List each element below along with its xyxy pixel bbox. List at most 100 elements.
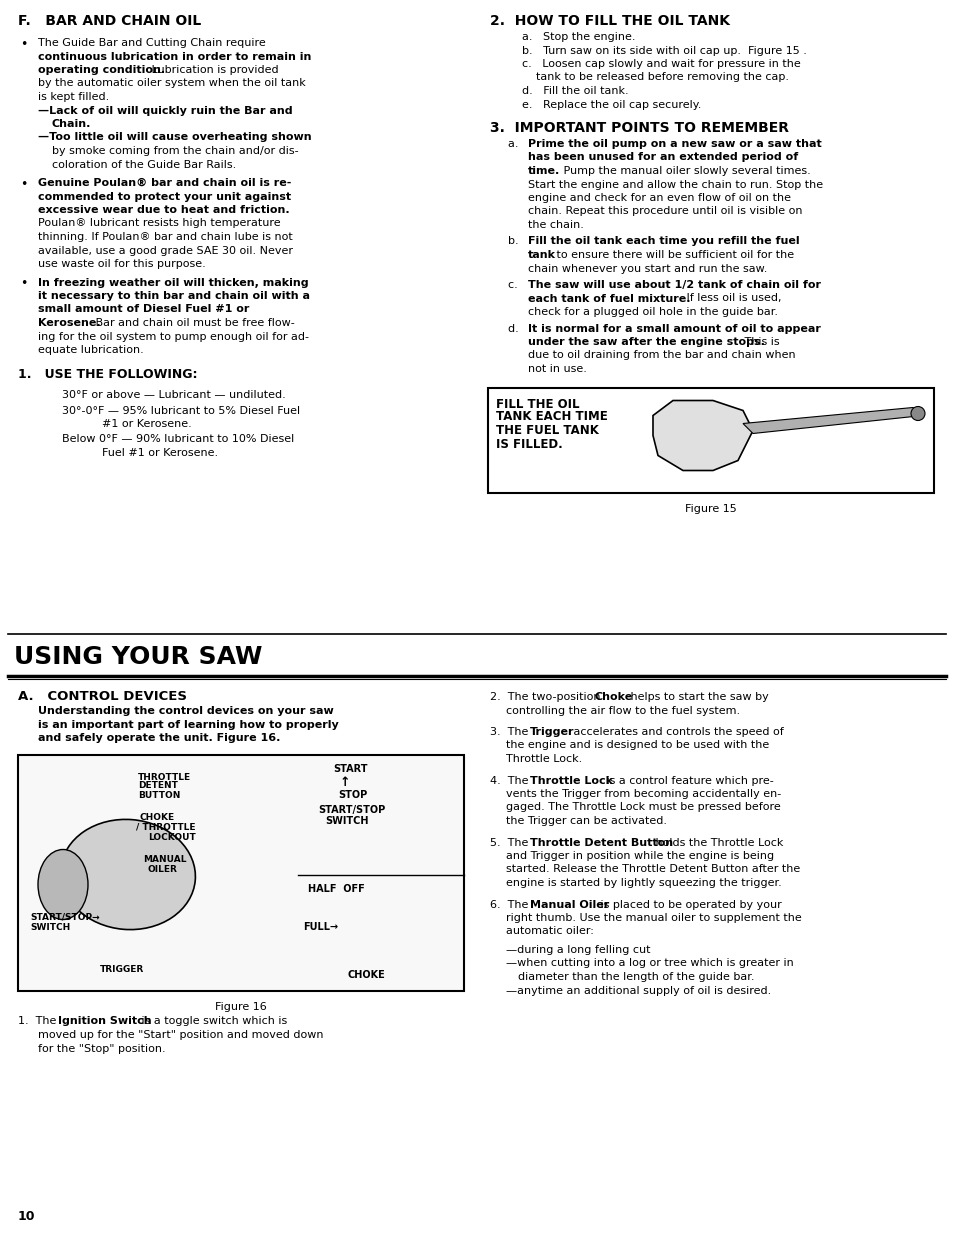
Text: coloration of the Guide Bar Rails.: coloration of the Guide Bar Rails. bbox=[52, 159, 236, 169]
Text: 3.  The: 3. The bbox=[490, 727, 532, 737]
Text: operating condition.: operating condition. bbox=[38, 65, 165, 75]
Text: 2.  The two-position: 2. The two-position bbox=[490, 692, 603, 701]
Text: is kept filled.: is kept filled. bbox=[38, 91, 110, 103]
Text: b.: b. bbox=[507, 236, 525, 247]
Text: each tank of fuel mixture.: each tank of fuel mixture. bbox=[527, 294, 690, 304]
Text: Genuine Poulan® bar and chain oil is re-: Genuine Poulan® bar and chain oil is re- bbox=[38, 178, 291, 188]
Text: IS FILLED.: IS FILLED. bbox=[496, 438, 562, 452]
Text: The Guide Bar and Cutting Chain require: The Guide Bar and Cutting Chain require bbox=[38, 38, 266, 48]
Text: by the automatic oiler system when the oil tank: by the automatic oiler system when the o… bbox=[38, 79, 305, 89]
Text: c.: c. bbox=[507, 280, 524, 290]
Text: Figure 16: Figure 16 bbox=[214, 1003, 267, 1013]
Text: •: • bbox=[20, 178, 28, 191]
Text: tank to be released before removing the cap.: tank to be released before removing the … bbox=[536, 73, 788, 83]
Text: 1.  The: 1. The bbox=[18, 1016, 60, 1026]
Text: started. Release the Throttle Detent Button after the: started. Release the Throttle Detent But… bbox=[505, 864, 800, 874]
Text: 30°-0°F — 95% lubricant to 5% Diesel Fuel: 30°-0°F — 95% lubricant to 5% Diesel Fue… bbox=[62, 405, 300, 415]
Text: Manual Oiler: Manual Oiler bbox=[530, 899, 609, 909]
Text: continuous lubrication in order to remain in: continuous lubrication in order to remai… bbox=[38, 52, 311, 62]
Text: 2.  HOW TO FILL THE OIL TANK: 2. HOW TO FILL THE OIL TANK bbox=[490, 14, 729, 28]
Text: vents the Trigger from becoming accidentally en-: vents the Trigger from becoming accident… bbox=[505, 789, 781, 799]
Text: is an important part of learning how to properly: is an important part of learning how to … bbox=[38, 720, 338, 730]
Text: due to oil draining from the bar and chain when: due to oil draining from the bar and cha… bbox=[527, 351, 795, 361]
Text: Throttle Lock: Throttle Lock bbox=[530, 776, 613, 785]
Text: In freezing weather oil will thicken, making: In freezing weather oil will thicken, ma… bbox=[38, 278, 309, 288]
Text: tank: tank bbox=[527, 249, 556, 261]
Text: This is: This is bbox=[740, 337, 779, 347]
Text: Poulan® lubricant resists high temperature: Poulan® lubricant resists high temperatu… bbox=[38, 219, 280, 228]
Text: SWITCH: SWITCH bbox=[325, 816, 368, 826]
Text: START: START bbox=[333, 764, 367, 774]
Text: F.   BAR AND CHAIN OIL: F. BAR AND CHAIN OIL bbox=[18, 14, 201, 28]
Text: ing for the oil system to pump enough oil for ad-: ing for the oil system to pump enough oi… bbox=[38, 331, 309, 342]
Text: FULL→: FULL→ bbox=[303, 923, 337, 932]
Text: it necessary to thin bar and chain oil with a: it necessary to thin bar and chain oil w… bbox=[38, 291, 310, 301]
Text: available, use a good grade SAE 30 oil. Never: available, use a good grade SAE 30 oil. … bbox=[38, 246, 293, 256]
Text: engine is started by lightly squeezing the trigger.: engine is started by lightly squeezing t… bbox=[505, 878, 781, 888]
Text: is a toggle switch which is: is a toggle switch which is bbox=[138, 1016, 287, 1026]
Text: Throttle Lock.: Throttle Lock. bbox=[505, 755, 581, 764]
Text: Kerosene.: Kerosene. bbox=[38, 317, 100, 329]
Text: and Trigger in position while the engine is being: and Trigger in position while the engine… bbox=[505, 851, 773, 861]
Text: —anytime an additional supply of oil is desired.: —anytime an additional supply of oil is … bbox=[505, 986, 770, 995]
Text: Understanding the control devices on your saw: Understanding the control devices on you… bbox=[38, 706, 334, 716]
Text: commended to protect your unit against: commended to protect your unit against bbox=[38, 191, 291, 201]
Text: right thumb. Use the manual oiler to supplement the: right thumb. Use the manual oiler to sup… bbox=[505, 913, 801, 923]
Text: —when cutting into a log or tree which is greater in: —when cutting into a log or tree which i… bbox=[505, 958, 793, 968]
Text: the Trigger can be activated.: the Trigger can be activated. bbox=[505, 816, 666, 826]
Text: •: • bbox=[20, 278, 28, 290]
Text: USING YOUR SAW: USING YOUR SAW bbox=[14, 645, 262, 669]
Text: moved up for the "Start" position and moved down: moved up for the "Start" position and mo… bbox=[38, 1030, 323, 1040]
Text: time.: time. bbox=[527, 165, 559, 177]
Text: 3.  IMPORTANT POINTS TO REMEMBER: 3. IMPORTANT POINTS TO REMEMBER bbox=[490, 121, 788, 135]
Text: START/STOP: START/STOP bbox=[317, 804, 385, 815]
Text: TRIGGER: TRIGGER bbox=[100, 965, 144, 973]
Text: helps to start the saw by: helps to start the saw by bbox=[626, 692, 768, 701]
Text: HALF  OFF: HALF OFF bbox=[308, 884, 364, 894]
Text: and safely operate the unit. Figure 16.: and safely operate the unit. Figure 16. bbox=[38, 734, 280, 743]
Text: controlling the air flow to the fuel system.: controlling the air flow to the fuel sys… bbox=[505, 705, 740, 715]
Text: e.   Replace the oil cap securely.: e. Replace the oil cap securely. bbox=[521, 100, 700, 110]
Text: under the saw after the engine stops.: under the saw after the engine stops. bbox=[527, 337, 764, 347]
Text: / THROTTLE: / THROTTLE bbox=[136, 823, 195, 831]
Text: —Lack of oil will quickly ruin the Bar and: —Lack of oil will quickly ruin the Bar a… bbox=[38, 105, 293, 116]
Text: is a control feature which pre-: is a control feature which pre- bbox=[602, 776, 773, 785]
Bar bbox=[488, 388, 933, 493]
Text: diameter than the length of the guide bar.: diameter than the length of the guide ba… bbox=[517, 972, 754, 982]
Text: has been unused for an extended period of: has been unused for an extended period o… bbox=[527, 152, 798, 163]
Text: Chain.: Chain. bbox=[52, 119, 91, 128]
Text: use waste oil for this purpose.: use waste oil for this purpose. bbox=[38, 259, 206, 269]
Ellipse shape bbox=[38, 850, 88, 920]
Text: chain whenever you start and run the saw.: chain whenever you start and run the saw… bbox=[527, 263, 766, 273]
Text: MANUAL: MANUAL bbox=[143, 855, 186, 863]
Ellipse shape bbox=[910, 406, 924, 420]
Ellipse shape bbox=[61, 819, 195, 930]
Text: —during a long felling cut: —during a long felling cut bbox=[505, 945, 650, 955]
Text: CHOKE: CHOKE bbox=[348, 969, 385, 979]
Text: 6.  The: 6. The bbox=[490, 899, 532, 909]
Text: DETENT: DETENT bbox=[138, 782, 177, 790]
Text: Throttle Detent Button: Throttle Detent Button bbox=[530, 837, 673, 847]
Text: the engine and is designed to be used with the: the engine and is designed to be used wi… bbox=[505, 741, 768, 751]
Text: Start the engine and allow the chain to run. Stop the: Start the engine and allow the chain to … bbox=[527, 179, 822, 189]
Text: d.   Fill the oil tank.: d. Fill the oil tank. bbox=[521, 86, 628, 96]
Text: not in use.: not in use. bbox=[527, 364, 586, 374]
Text: CHOKE: CHOKE bbox=[140, 813, 175, 821]
Text: by smoke coming from the chain and/or dis-: by smoke coming from the chain and/or di… bbox=[52, 146, 298, 156]
Text: d.: d. bbox=[507, 324, 525, 333]
Text: Fuel #1 or Kerosene.: Fuel #1 or Kerosene. bbox=[102, 448, 218, 458]
Text: Lubrication is provided: Lubrication is provided bbox=[148, 65, 278, 75]
Text: 30°F or above — Lubricant — undiluted.: 30°F or above — Lubricant — undiluted. bbox=[62, 390, 286, 400]
Text: #1 or Kerosene.: #1 or Kerosene. bbox=[102, 419, 192, 429]
Text: Below 0°F — 90% lubricant to 10% Diesel: Below 0°F — 90% lubricant to 10% Diesel bbox=[62, 435, 294, 445]
Text: c.   Loosen cap slowly and wait for pressure in the: c. Loosen cap slowly and wait for pressu… bbox=[521, 59, 800, 69]
Text: b.   Turn saw on its side with oil cap up.  Figure 15 .: b. Turn saw on its side with oil cap up.… bbox=[521, 46, 806, 56]
Text: ↑: ↑ bbox=[339, 777, 350, 789]
Bar bbox=[18, 755, 463, 990]
Text: FILL THE OIL: FILL THE OIL bbox=[496, 398, 578, 410]
Text: The saw will use about 1/2 tank of chain oil for: The saw will use about 1/2 tank of chain… bbox=[527, 280, 821, 290]
Text: is placed to be operated by your: is placed to be operated by your bbox=[597, 899, 781, 909]
Text: If less oil is used,: If less oil is used, bbox=[682, 294, 781, 304]
Text: chain. Repeat this procedure until oil is visible on: chain. Repeat this procedure until oil i… bbox=[527, 206, 801, 216]
Text: thinning. If Poulan® bar and chain lube is not: thinning. If Poulan® bar and chain lube … bbox=[38, 232, 293, 242]
